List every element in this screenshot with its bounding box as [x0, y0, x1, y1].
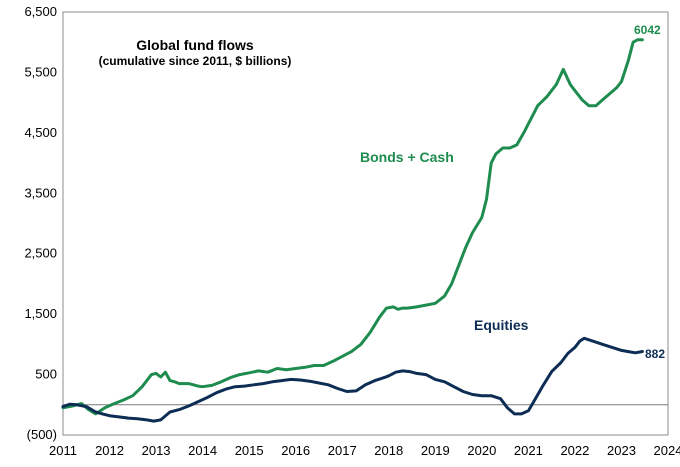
y-tick-label: 2,500 — [24, 246, 57, 261]
x-tick-label: 2013 — [142, 443, 171, 458]
series-line-bonds-cash — [61, 38, 644, 416]
plot-frame — [62, 11, 669, 436]
chart-title: Global fund flows — [136, 37, 254, 53]
x-tick-label: 2023 — [607, 443, 636, 458]
x-tick-label: 2020 — [467, 443, 496, 458]
y-tick-label: 4,500 — [24, 125, 57, 140]
chart-axes — [62, 11, 669, 436]
chart-subtitle: (cumulative since 2011, $ billions) — [99, 54, 292, 68]
y-axis-ticks: (500) 500 1,500 2,500 3,500 4,500 5,500 6,500 — [24, 4, 57, 442]
x-tick-label: 2024 — [654, 443, 680, 458]
y-tick-label: (500) — [27, 427, 57, 442]
y-tick-label: 3,500 — [24, 185, 57, 200]
series-line-equities — [61, 336, 644, 423]
series-layer — [61, 38, 644, 423]
x-tick-label: 2011 — [49, 443, 77, 458]
x-axis-ticks: 2011 2012 2013 2014 2015 2016 2017 2018 2019 2020… — [49, 443, 680, 458]
x-tick-label: 2019 — [421, 443, 450, 458]
x-tick-label: 2017 — [328, 443, 357, 458]
x-tick-label: 2015 — [235, 443, 264, 458]
y-tick-label: 5,500 — [24, 64, 57, 79]
x-tick-label: 2018 — [374, 443, 403, 458]
end-label-equities: 882 — [645, 347, 665, 361]
end-label-bonds-cash: 6042 — [634, 23, 661, 37]
series-label-bonds-cash: Bonds + Cash — [360, 149, 454, 165]
y-tick-label: 1,500 — [24, 306, 57, 321]
y-tick-label: 6,500 — [24, 4, 57, 19]
y-tick-label: 500 — [35, 367, 57, 382]
x-tick-label: 2016 — [281, 443, 310, 458]
x-tick-label: 2012 — [95, 443, 124, 458]
x-tick-label: 2022 — [560, 443, 589, 458]
series-label-equities: Equities — [474, 317, 529, 333]
x-tick-label: 2021 — [514, 443, 543, 458]
x-tick-label: 2014 — [188, 443, 217, 458]
